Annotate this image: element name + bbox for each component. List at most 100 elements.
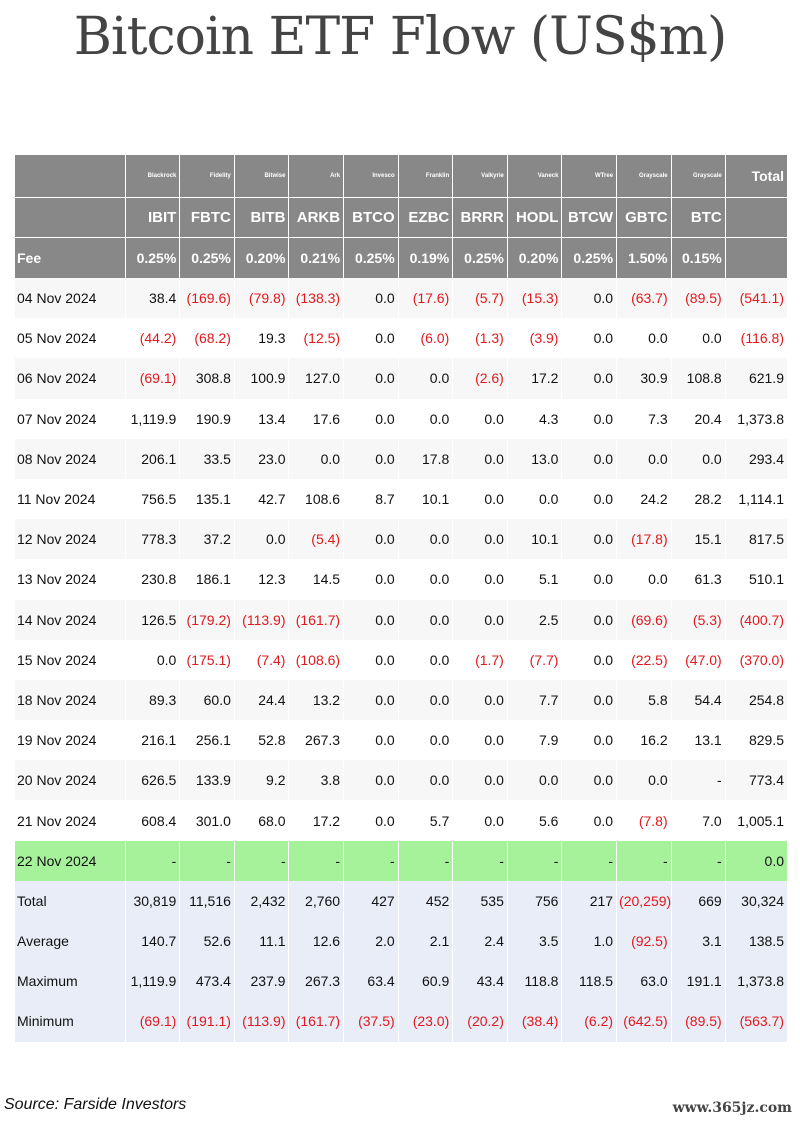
flow-value: 0.0 — [343, 720, 399, 761]
summary-value: 267.3 — [288, 961, 345, 1002]
flow-value: 301.0 — [179, 800, 235, 841]
date-cell: 08 Nov 2024 — [15, 438, 126, 479]
row-total: 1,114.1 — [725, 478, 789, 520]
date-cell: 14 Nov 2024 — [15, 599, 126, 640]
data-row: 21 Nov 2024 608.4 301.0 68.0 17.2 0.0 5.7 0.0 5.… — [15, 800, 789, 841]
header-corner-cell — [15, 197, 126, 238]
summary-value: 1.0 — [561, 921, 618, 962]
flow-value: 68.0 — [234, 800, 290, 841]
fee-value: 0.25% — [452, 237, 508, 278]
data-row: 22 Nov 2024- - - - - - - - - - -0.0 — [15, 840, 789, 881]
flow-value: 0.0 — [398, 559, 454, 600]
issuer-label: Ark — [288, 155, 345, 198]
flow-value: 19.3 — [234, 318, 290, 359]
flow-value: (6.0) — [398, 318, 454, 359]
summary-value: (37.5) — [343, 1001, 399, 1042]
data-row: 20 Nov 2024 626.5 133.9 9.2 3.8 0.0 0.0 0.0 0.0 0… — [15, 760, 789, 801]
data-row: 13 Nov 2024 230.8 186.1 12.3 14.5 0.0 0.0 0.0 5.… — [15, 559, 789, 600]
flow-value: (63.7) — [616, 278, 672, 319]
total-column-header: Total — [725, 155, 789, 198]
summary-value: 535 — [452, 880, 508, 921]
fee-value: 0.15% — [671, 237, 726, 278]
flow-value: 5.1 — [507, 559, 563, 600]
ticker-label: ARKB — [288, 197, 345, 238]
flow-value: 7.3 — [616, 398, 672, 439]
flow-value: 0.0 — [671, 318, 726, 359]
ticker-label: EZBC — [398, 197, 454, 238]
flow-value: 0.0 — [616, 318, 672, 359]
flow-value: 0.0 — [343, 679, 399, 721]
flow-value: 0.0 — [125, 639, 181, 680]
ticker-label: HODL — [507, 197, 563, 238]
summary-value: 473.4 — [179, 961, 235, 1002]
summary-row: Average 140.7 52.6 11.1 12.6 2.0 2.1 2.4 3.5 1.0(… — [15, 921, 789, 962]
fee-value: 0.25% — [343, 237, 399, 278]
ticker-label: GBTC — [616, 197, 672, 238]
summary-value: (191.1) — [179, 1001, 235, 1042]
summary-value: 63.0 — [616, 961, 672, 1002]
flow-value: 0.0 — [452, 679, 508, 721]
header-row-tickers: IBIT FBTC BITB ARKB BTCO EZBC BRRR HODL BTCW GBTC… — [15, 197, 789, 238]
data-row: 15 Nov 2024 0.0 (175.1) (7.4) (108.6) 0.0 0.0(… — [15, 639, 789, 680]
data-row: 05 Nov 2024 (44.2) (68.2) 19.3 (12.5) 0.0 (6.0… — [15, 318, 789, 359]
flow-value: 0.0 — [452, 519, 508, 560]
row-total: 1,373.8 — [725, 398, 789, 439]
summary-total: 1,373.8 — [725, 961, 789, 1002]
issuer-label: Invesco — [343, 155, 399, 198]
summary-value: (161.7) — [288, 1001, 345, 1042]
flow-value: 60.0 — [179, 679, 235, 721]
date-cell: 12 Nov 2024 — [15, 519, 126, 560]
data-row: 12 Nov 2024 778.3 37.2 0.0 (5.4) 0.0 0.0 0.0 10.… — [15, 519, 789, 560]
fee-value: 0.25% — [125, 237, 181, 278]
summary-value: (69.1) — [125, 1001, 181, 1042]
summary-total: (563.7) — [725, 1001, 789, 1042]
flow-value: 267.3 — [288, 720, 345, 761]
flow-value: 0.0 — [561, 800, 618, 841]
data-row: 07 Nov 2024 1,119.9 190.9 13.4 17.6 0.0 0.0 0.0… — [15, 398, 789, 439]
flow-value: 0.0 — [343, 358, 399, 399]
summary-value: 11,516 — [179, 880, 235, 921]
flow-value: 0.0 — [343, 318, 399, 359]
issuer-label: WTree — [561, 155, 618, 198]
flow-value: 16.2 — [616, 720, 672, 761]
etf-flow-table: Blackrock Fidelity Bitwise Ark Invesco Frankl… — [15, 155, 789, 1042]
flow-value: 135.1 — [179, 478, 235, 520]
date-cell: 18 Nov 2024 — [15, 679, 126, 721]
flow-value: 17.2 — [288, 800, 345, 841]
flow-value: 30.9 — [616, 358, 672, 399]
date-cell: 06 Nov 2024 — [15, 358, 126, 399]
date-cell: 11 Nov 2024 — [15, 478, 126, 520]
flow-value: 216.1 — [125, 720, 181, 761]
flow-value: 0.0 — [343, 278, 399, 319]
date-cell: 13 Nov 2024 — [15, 559, 126, 600]
flow-value: (1.3) — [452, 318, 508, 359]
summary-row: Maximum 1,119.9 473.4 237.9 267.3 63.4 60.9 43.… — [15, 961, 789, 1002]
flow-value: 0.0 — [507, 478, 563, 520]
row-total: 773.4 — [725, 760, 789, 801]
issuer-label: Fidelity — [179, 155, 235, 198]
flow-value: - — [616, 840, 672, 881]
flow-value: 5.6 — [507, 800, 563, 841]
flow-value: - — [125, 840, 181, 881]
flow-value: 0.0 — [398, 679, 454, 721]
fee-value: 0.19% — [398, 237, 454, 278]
date-cell: 04 Nov 2024 — [15, 278, 126, 319]
date-cell: 20 Nov 2024 — [15, 760, 126, 801]
row-total: (400.7) — [725, 599, 789, 640]
flow-value: 756.5 — [125, 478, 181, 520]
flow-value: 42.7 — [234, 478, 290, 520]
flow-value: (3.9) — [507, 318, 563, 359]
flow-value: (12.5) — [288, 318, 345, 359]
fee-value: 0.20% — [234, 237, 290, 278]
flow-value: 0.0 — [561, 599, 618, 640]
fee-label: Fee — [15, 237, 126, 278]
flow-value: 0.0 — [398, 519, 454, 560]
ticker-label: IBIT — [125, 197, 181, 238]
fee-value: 0.25% — [561, 237, 618, 278]
flow-value: 52.8 — [234, 720, 290, 761]
summary-value: 2.4 — [452, 921, 508, 962]
flow-value: (17.8) — [616, 519, 672, 560]
issuer-label: Grayscale — [616, 155, 672, 198]
flow-value: 0.0 — [398, 358, 454, 399]
flow-value: (113.9) — [234, 599, 290, 640]
